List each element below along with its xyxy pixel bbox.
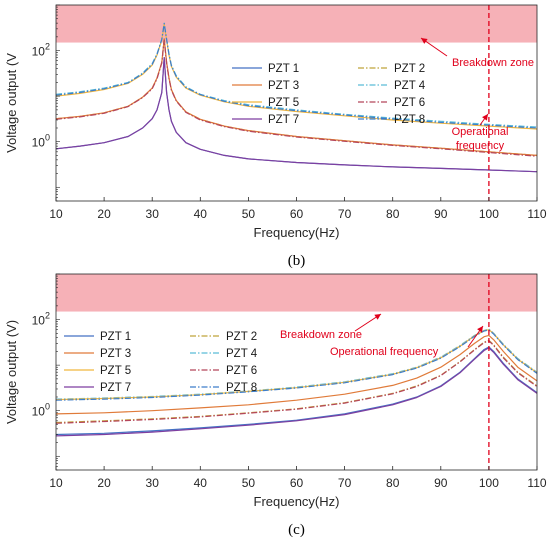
x-tick-label: 10 bbox=[49, 476, 63, 490]
y-axis-label-c: Voltage output (V) bbox=[4, 320, 19, 424]
annotation-arrows-b bbox=[420, 37, 489, 126]
operational-label-c: Operational frequency bbox=[330, 346, 439, 358]
x-tick-label: 60 bbox=[290, 476, 304, 490]
series-line-pzt-7 bbox=[55, 347, 538, 437]
chart-panel-b: 10 20 30 40 50 60 70 80 90 100 110 100 102 Frequenc… bbox=[4, 4, 547, 269]
breakdown-zone-label-b: Breakdown zone bbox=[452, 57, 534, 69]
breakdown-zone-c bbox=[56, 274, 537, 312]
x-tick-label: 30 bbox=[146, 476, 160, 490]
y-tick-label: 102 bbox=[32, 311, 50, 328]
x-tick-label: 90 bbox=[434, 476, 448, 490]
x-tick-label: 60 bbox=[290, 207, 304, 221]
y-axis-label-b: Voltage output (V bbox=[4, 53, 19, 153]
legend-entry-label: PZT 7 bbox=[268, 114, 299, 126]
y-ticks-b: 100 102 bbox=[32, 4, 60, 202]
x-tick-label: 50 bbox=[242, 476, 256, 490]
series-line-pzt-6 bbox=[55, 39, 538, 157]
y-tick-label: 102 bbox=[32, 42, 50, 59]
breakdown-arrow-head bbox=[421, 38, 428, 44]
legend-entry-label: PZT 5 bbox=[100, 365, 131, 377]
x-tick-label: 110 bbox=[527, 476, 546, 490]
legend-entry-label: PZT 3 bbox=[268, 80, 299, 92]
annotation-arrows-c bbox=[354, 313, 484, 348]
series-line-pzt-3 bbox=[55, 334, 538, 415]
breakdown-arrow-head bbox=[374, 314, 381, 320]
x-tick-label: 100 bbox=[479, 476, 499, 490]
legend-c: PZT 1 PZT 2 PZT 3 PZT 4 PZT 5 PZT 6 PZT 7 PZT 8 bbox=[64, 331, 258, 394]
legend-entry-label: PZT 1 bbox=[100, 331, 131, 343]
panel-label-c: (c) bbox=[288, 522, 305, 538]
x-tick-label: 40 bbox=[194, 476, 208, 490]
x-tick-label: 40 bbox=[194, 207, 208, 221]
operational-label-b-line2: frequency bbox=[456, 140, 505, 152]
legend-entry-label: PZT 5 bbox=[268, 97, 299, 109]
x-tick-label: 80 bbox=[386, 207, 400, 221]
y-tick-label: 100 bbox=[32, 133, 50, 150]
x-ticks-c: 10 20 30 40 50 60 70 80 90 100 110 bbox=[49, 466, 547, 490]
legend-entry-label: PZT 6 bbox=[394, 97, 425, 109]
chart-panel-c: 10 20 30 40 50 60 70 80 90 100 110 100 102 Frequenc… bbox=[4, 273, 547, 538]
breakdown-zone-label-c: Breakdown zone bbox=[280, 329, 362, 341]
x-tick-label: 20 bbox=[97, 207, 111, 221]
x-tick-label: 30 bbox=[146, 207, 160, 221]
x-tick-label: 70 bbox=[338, 207, 352, 221]
legend-entry-label: PZT 8 bbox=[226, 382, 257, 394]
x-tick-label: 80 bbox=[386, 476, 400, 490]
panel-label-b: (b) bbox=[288, 253, 306, 269]
series-line-pzt-8 bbox=[55, 23, 538, 129]
legend-entry-label: PZT 4 bbox=[226, 348, 258, 360]
series-lines-b bbox=[55, 22, 538, 173]
x-tick-label: 50 bbox=[242, 207, 256, 221]
legend-entry-label: PZT 6 bbox=[226, 365, 257, 377]
legend-entry-label: PZT 3 bbox=[100, 348, 131, 360]
operational-arrow-head bbox=[482, 114, 488, 121]
legend-entry-label: PZT 2 bbox=[226, 331, 257, 343]
x-axis-label-b: Frequency(Hz) bbox=[254, 225, 340, 240]
x-tick-label: 10 bbox=[49, 207, 63, 221]
x-tick-label: 110 bbox=[527, 207, 546, 221]
x-tick-label: 90 bbox=[434, 207, 448, 221]
operational-label-b-line1: Operational bbox=[452, 126, 509, 138]
series-line-pzt-6 bbox=[55, 340, 538, 424]
legend-entry-label: PZT 7 bbox=[100, 382, 131, 394]
x-tick-label: 70 bbox=[338, 476, 352, 490]
y-tick-label: 100 bbox=[32, 402, 50, 419]
operational-arrow-head bbox=[477, 326, 483, 333]
legend-entry-label: PZT 8 bbox=[394, 114, 425, 126]
series-lines-c bbox=[55, 328, 538, 437]
x-axis-label-c: Frequency(Hz) bbox=[254, 494, 340, 509]
legend-entry-label: PZT 4 bbox=[394, 80, 426, 92]
legend-entry-label: PZT 1 bbox=[268, 63, 299, 75]
y-ticks-c: 100 102 bbox=[32, 273, 60, 471]
series-line-pzt-7 bbox=[55, 57, 538, 173]
x-ticks-b: 10 20 30 40 50 60 70 80 90 100 110 bbox=[49, 197, 547, 221]
x-tick-label: 100 bbox=[479, 207, 499, 221]
breakdown-zone-b bbox=[56, 5, 537, 43]
x-tick-label: 20 bbox=[97, 476, 111, 490]
legend-entry-label: PZT 2 bbox=[394, 63, 425, 75]
series-line-pzt-8 bbox=[55, 329, 538, 401]
legend-b: PZT 1 PZT 2 PZT 3 PZT 4 PZT 5 PZT 6 PZT 7 PZT 8 bbox=[232, 63, 426, 126]
